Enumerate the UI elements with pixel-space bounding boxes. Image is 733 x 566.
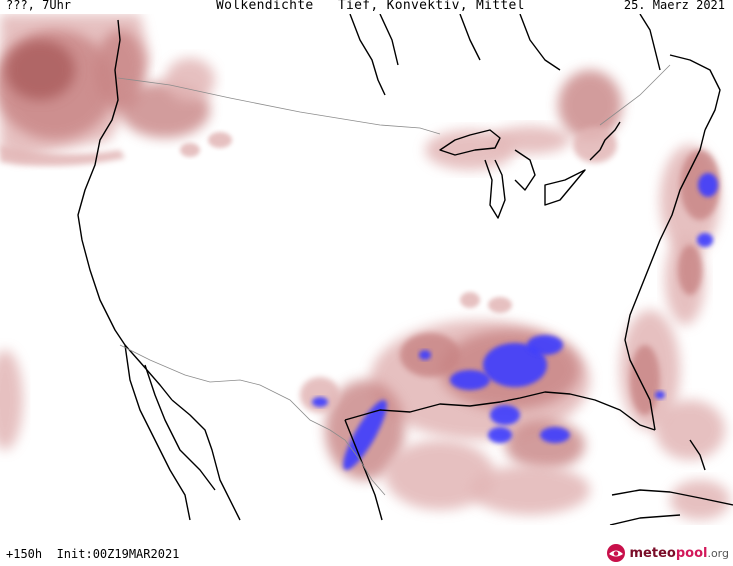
coastlines [77,14,733,525]
logo-part-org: .org [707,546,729,560]
meteopool-logo[interactable]: meteopool.org [606,542,730,564]
logo-part-meteo: meteo [629,545,676,561]
run-time-label: ???, 7Uhr [6,0,72,12]
low-cloud-layer [0,14,730,520]
logo-part-pool: pool [675,545,708,561]
logo-text: meteopool.org [630,546,730,561]
model-run-info: +150h Init:00Z19MAR2021 [6,547,180,561]
map-title: Wolkendichte Tief, Konvektiv, Mittel [216,0,525,13]
valid-date: 25. Maerz 2021 [623,0,725,12]
meteopool-logo-icon [606,544,625,562]
political-borders [117,64,671,496]
cloud-density-map [0,14,733,525]
